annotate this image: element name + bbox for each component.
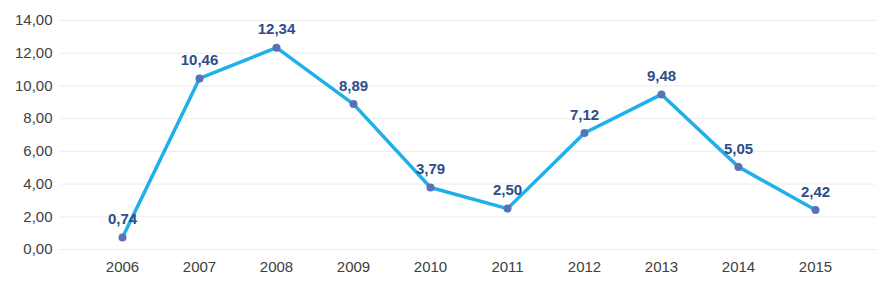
svg-text:2,50: 2,50 (493, 181, 522, 198)
svg-text:2015: 2015 (799, 258, 832, 275)
svg-text:2007: 2007 (183, 258, 216, 275)
svg-text:14,00: 14,00 (15, 11, 53, 28)
svg-text:12,00: 12,00 (15, 44, 53, 61)
svg-text:0,74: 0,74 (108, 210, 138, 227)
svg-text:10,46: 10,46 (181, 51, 219, 68)
svg-text:2006: 2006 (106, 258, 139, 275)
svg-text:8,89: 8,89 (339, 77, 368, 94)
svg-text:6,00: 6,00 (23, 142, 52, 159)
svg-text:2012: 2012 (568, 258, 601, 275)
svg-text:2014: 2014 (722, 258, 755, 275)
svg-text:2011: 2011 (491, 258, 523, 275)
svg-text:2,42: 2,42 (801, 183, 830, 200)
svg-text:8,00: 8,00 (23, 109, 52, 126)
svg-text:5,05: 5,05 (724, 140, 753, 157)
svg-text:3,79: 3,79 (416, 160, 445, 177)
svg-text:2009: 2009 (337, 258, 370, 275)
svg-text:10,00: 10,00 (15, 77, 53, 94)
svg-text:2013: 2013 (645, 258, 678, 275)
svg-text:9,48: 9,48 (647, 67, 676, 84)
svg-text:7,12: 7,12 (570, 106, 599, 123)
svg-text:2010: 2010 (414, 258, 447, 275)
svg-text:4,00: 4,00 (23, 175, 52, 192)
svg-text:2008: 2008 (260, 258, 293, 275)
svg-text:0,00: 0,00 (23, 240, 52, 257)
svg-text:2,00: 2,00 (23, 208, 52, 225)
svg-text:12,34: 12,34 (258, 20, 296, 37)
